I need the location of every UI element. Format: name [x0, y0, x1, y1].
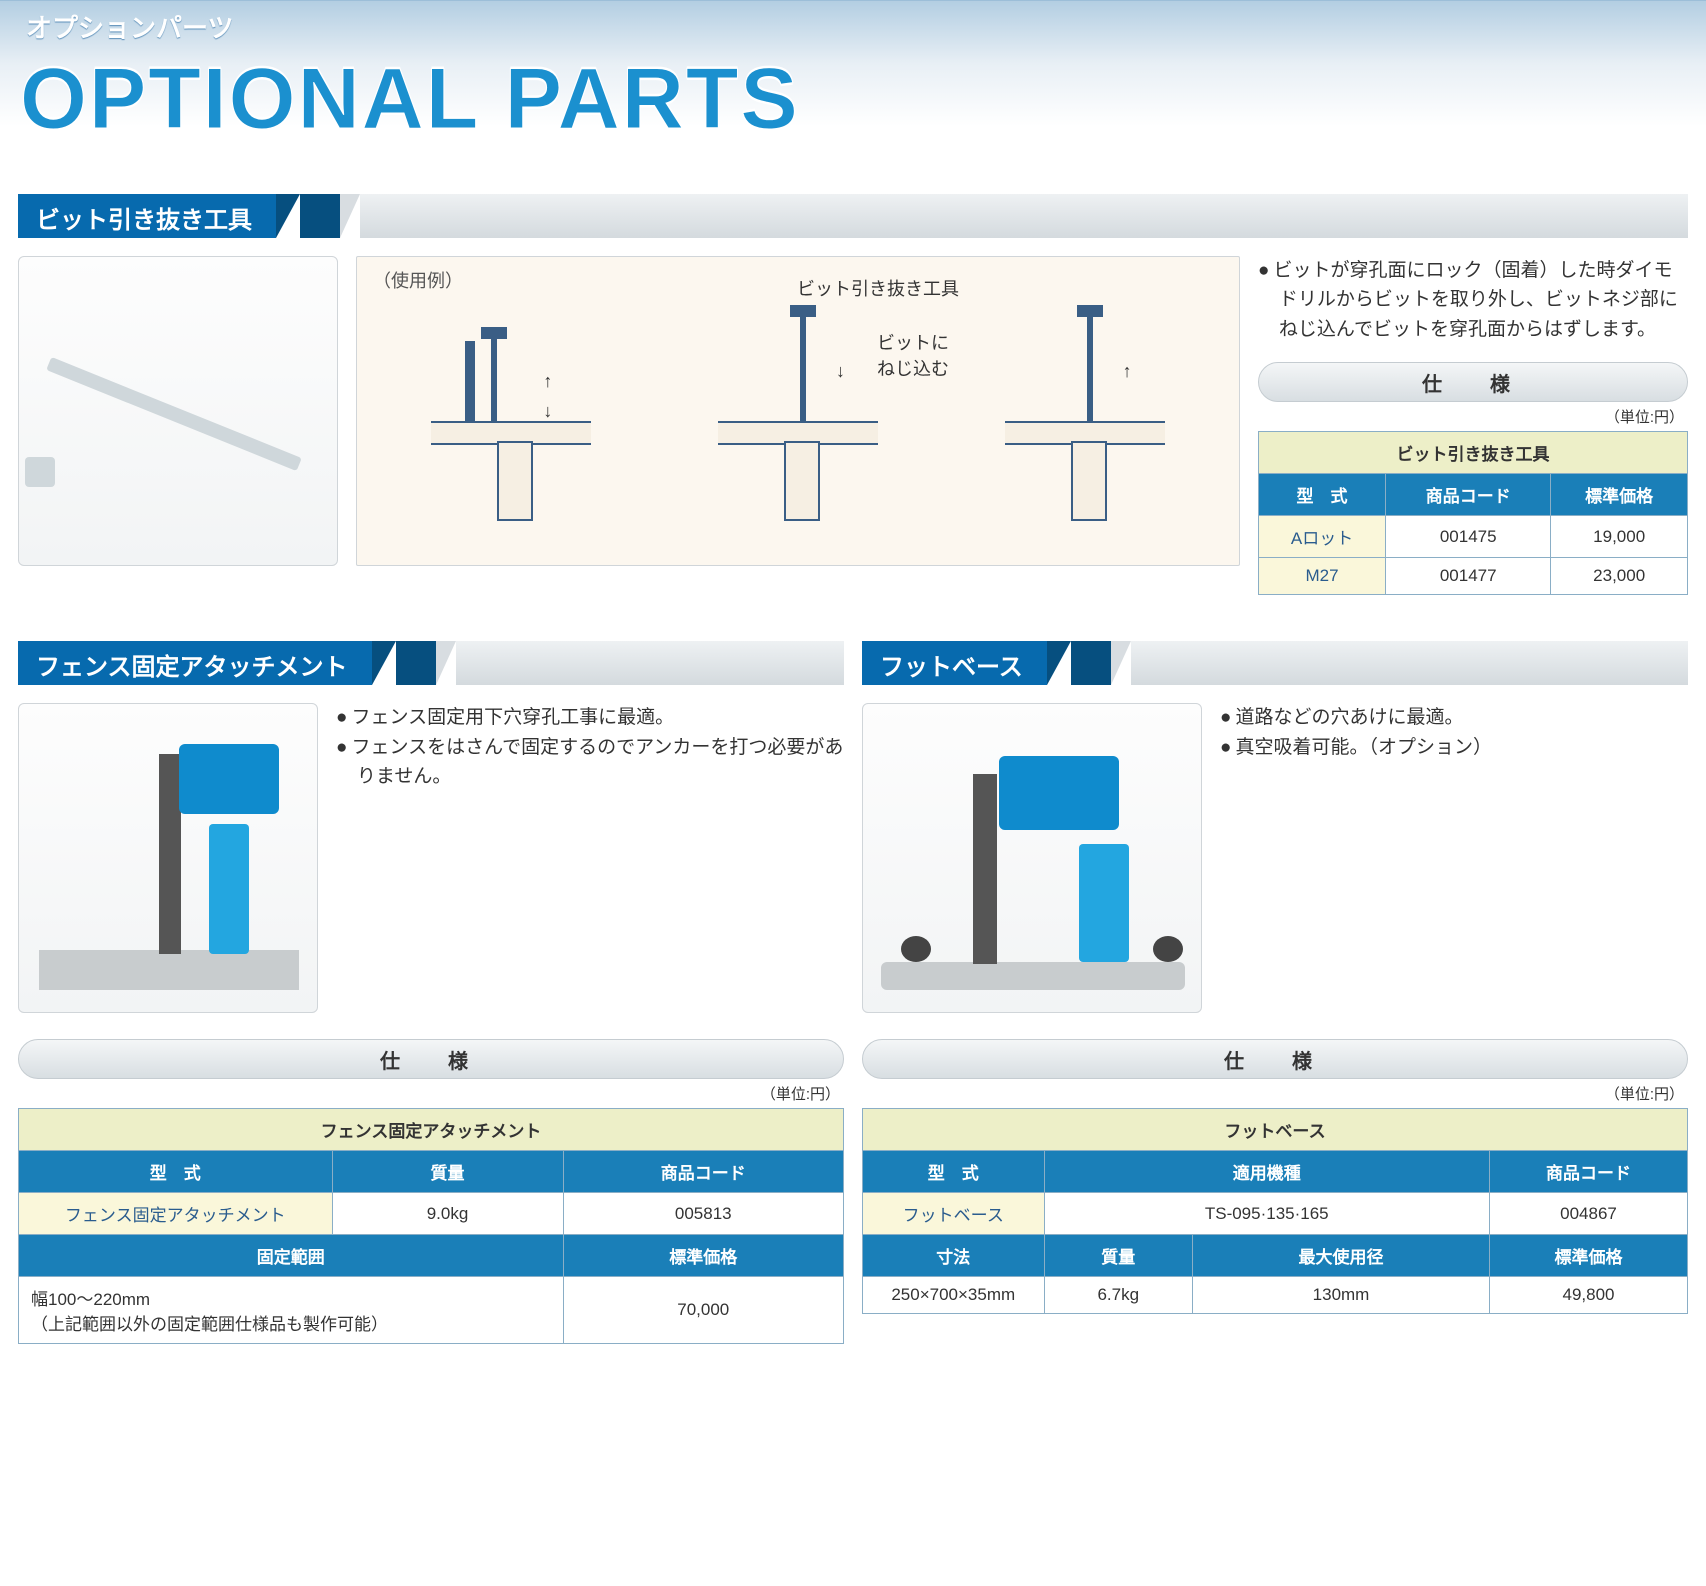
th-model: 型 式 [863, 1151, 1045, 1193]
table-caption: ビット引き抜き工具 [1259, 432, 1688, 474]
callout-screw: ビットに ねじ込む [877, 329, 949, 381]
cell: Aロット [1259, 516, 1386, 558]
cell: 23,000 [1551, 558, 1688, 595]
cell: M27 [1259, 558, 1386, 595]
footbase-bullets: 道路などの穴あけに最適。 真空吸着可能。（オプション） [1220, 703, 1688, 1013]
cell: 49,800 [1490, 1277, 1688, 1314]
spec-table-footbase: フットベース 型 式 適用機種 商品コード フットベース TS-095·135·… [862, 1108, 1688, 1314]
unit-label: （単位:円） [862, 1083, 1684, 1104]
product-image-footbase [862, 703, 1202, 1013]
th-price: 標準価格 [563, 1235, 844, 1277]
cell: 9.0kg [332, 1193, 563, 1235]
section-title-footbase: フットベース [862, 641, 1688, 685]
cell: 001477 [1386, 558, 1551, 595]
table-caption: フェンス固定アタッチメント [19, 1109, 844, 1151]
banner-title-en: OPTIONAL PARTS [20, 50, 800, 149]
banner-subtitle-jp: オプションパーツ [26, 8, 233, 45]
usage-diagram: （使用例） ビット引き抜き工具 ビットに ねじ込む ↑↓ ↓ ↑ [356, 256, 1240, 566]
th-range: 固定範囲 [19, 1235, 564, 1277]
cell: 250×700×35mm [863, 1277, 1045, 1314]
th-price: 標準価格 [1551, 474, 1688, 516]
th-code: 商品コード [1386, 474, 1551, 516]
th-mass: 質量 [1044, 1235, 1193, 1277]
cell: 幅100〜220mm （上記範囲以外の固定範囲仕様品も製作可能） [19, 1277, 564, 1344]
bullet: 真空吸着可能。（オプション） [1220, 733, 1688, 762]
page-banner: オプションパーツ OPTIONAL PARTS [0, 0, 1706, 180]
cell: 004867 [1490, 1193, 1688, 1235]
th-maxd: 最大使用径 [1193, 1235, 1490, 1277]
th-app: 適用機種 [1044, 1151, 1490, 1193]
diagram-steps: ↑↓ ↓ ↑ [373, 301, 1223, 531]
bullet: フェンスをはさんで固定するのでアンカーを打つ必要がありません。 [336, 733, 844, 792]
spec-table-bit-tool: ビット引き抜き工具 型 式 商品コード 標準価格 Aロット 001475 19,… [1258, 431, 1688, 595]
unit-label: （単位:円） [18, 1083, 840, 1104]
spec-table-fence: フェンス固定アタッチメント 型 式 質量 商品コード フェンス固定アタッチメント… [18, 1108, 844, 1344]
th-price: 標準価格 [1490, 1235, 1688, 1277]
usage-label: （使用例） [373, 271, 463, 291]
th-model: 型 式 [1259, 474, 1386, 516]
bullet: ビットが穿孔面にロック（固着）した時ダイモドリルからビットを取り外し、ビットネジ… [1258, 256, 1688, 344]
callout-tool: ビット引き抜き工具 [797, 275, 959, 301]
section-title-fence: フェンス固定アタッチメント [18, 641, 844, 685]
cell: フェンス固定アタッチメント [19, 1193, 333, 1235]
th-code: 商品コード [563, 1151, 844, 1193]
spec-header: 仕 様 [862, 1039, 1688, 1079]
th-dim: 寸法 [863, 1235, 1045, 1277]
cell: 6.7kg [1044, 1277, 1193, 1314]
th-code: 商品コード [1490, 1151, 1688, 1193]
product-image-bit-tool [18, 256, 338, 566]
unit-label: （単位:円） [1258, 406, 1684, 427]
cell: TS-095·135·165 [1044, 1193, 1490, 1235]
product-image-fence [18, 703, 318, 1013]
section-title-label: フェンス固定アタッチメント [18, 641, 372, 685]
table-caption: フットベース [863, 1109, 1688, 1151]
section-title-grey [360, 194, 1688, 238]
cell: 130mm [1193, 1277, 1490, 1314]
cell: 19,000 [1551, 516, 1688, 558]
section-title-label: ビット引き抜き工具 [18, 194, 276, 238]
spec-header: 仕 様 [1258, 362, 1688, 402]
bullet: 道路などの穴あけに最適。 [1220, 703, 1688, 732]
cell: 70,000 [563, 1277, 844, 1344]
cell: 005813 [563, 1193, 844, 1235]
bit-tool-info: ビットが穿孔面にロック（固着）した時ダイモドリルからビットを取り外し、ビットネジ… [1258, 256, 1688, 595]
section-title-label: フットベース [862, 641, 1047, 685]
th-model: 型 式 [19, 1151, 333, 1193]
th-mass: 質量 [332, 1151, 563, 1193]
cell: フットベース [863, 1193, 1045, 1235]
bullet: フェンス固定用下穴穿孔工事に最適。 [336, 703, 844, 732]
bit-tool-bullets: ビットが穿孔面にロック（固着）した時ダイモドリルからビットを取り外し、ビットネジ… [1258, 256, 1688, 344]
cell: 001475 [1386, 516, 1551, 558]
section-title-dark [300, 194, 340, 238]
spec-header: 仕 様 [18, 1039, 844, 1079]
fence-bullets: フェンス固定用下穴穿孔工事に最適。 フェンスをはさんで固定するのでアンカーを打つ… [336, 703, 844, 1013]
section-title-bit-tool: ビット引き抜き工具 [18, 194, 1688, 238]
